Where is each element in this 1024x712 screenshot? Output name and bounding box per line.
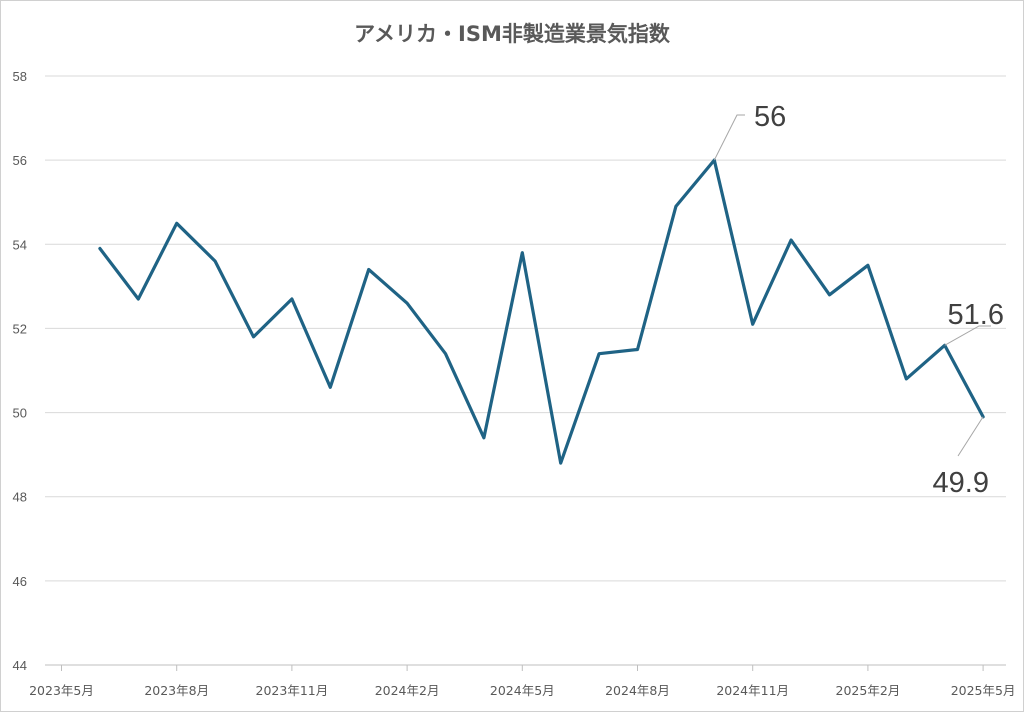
data-label-leader	[944, 325, 991, 346]
y-axis-ticks: 44 46 48 50 52 54 56 58	[13, 69, 27, 673]
x-tick-label: 2025年5月	[951, 683, 1016, 698]
x-tick-label: 2024年8月	[605, 683, 670, 698]
data-label: 51.6	[948, 299, 1004, 331]
y-tick-label: 58	[13, 69, 27, 84]
data-label: 49.9	[933, 467, 989, 499]
gridlines	[45, 75, 1006, 582]
y-tick-label: 44	[13, 658, 27, 673]
x-tick-label: 2025年2月	[836, 683, 901, 698]
y-tick-label: 52	[13, 321, 27, 336]
data-label: 56	[754, 101, 786, 133]
data-labels: 56 51.6 49.9	[713, 101, 1004, 499]
x-tick-label: 2024年5月	[490, 683, 555, 698]
y-tick-label: 50	[13, 406, 27, 421]
data-label-leader	[957, 416, 984, 457]
x-tick-label: 2023年5月	[29, 683, 94, 698]
y-tick-label: 48	[13, 490, 27, 505]
series-line	[98, 158, 985, 465]
y-tick-label: 56	[13, 153, 27, 168]
x-axis: 2023年5月 2023年8月 2023年11月 2024年2月 2024年5月 2024…	[29, 664, 1016, 698]
x-tick-label: 2023年8月	[144, 683, 209, 698]
series-line-path	[98, 158, 985, 465]
y-tick-label: 46	[13, 574, 27, 589]
x-tick-label: 2023年11月	[256, 683, 329, 698]
x-tick-label: 2024年11月	[716, 683, 789, 698]
y-tick-label: 54	[13, 237, 27, 252]
x-tick-label: 2024年2月	[375, 683, 440, 698]
data-label-leader	[713, 114, 745, 161]
chart-title: アメリカ・ISM非製造業景気指数	[354, 22, 671, 46]
